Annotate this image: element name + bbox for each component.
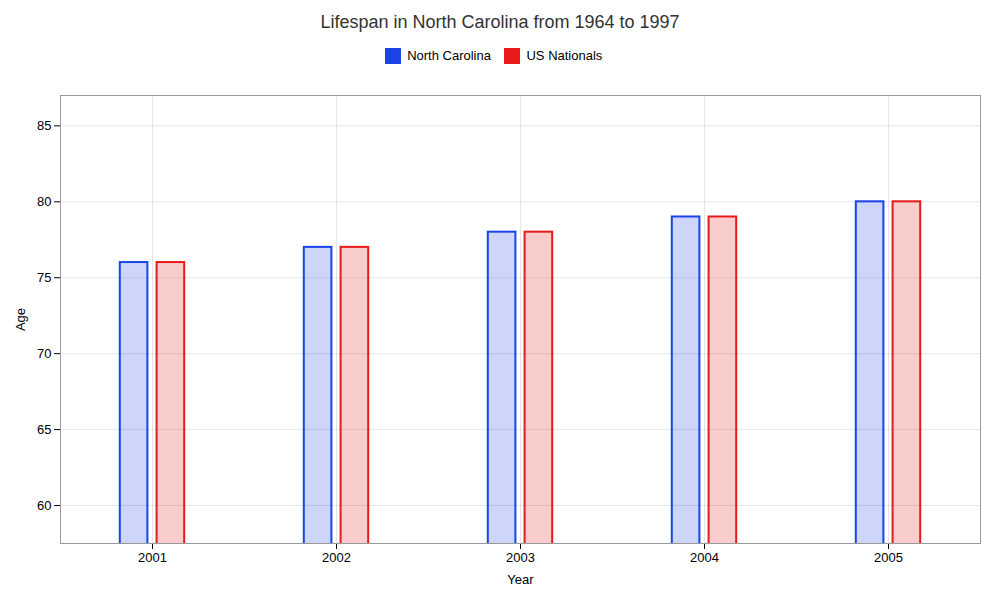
html-text:Lifespan in North Carolina fro: Lifespan in North Carolina from 1964 to … xyxy=(320,12,680,32)
svg-text:Year: Year xyxy=(507,571,534,586)
svg-text:2005: 2005 xyxy=(874,549,903,564)
svg-text:70: 70 xyxy=(37,345,51,360)
svg-text:65: 65 xyxy=(37,421,51,436)
html-text:North Carolina: North Carolina xyxy=(407,48,491,63)
svg-text:2003: 2003 xyxy=(506,549,535,564)
svg-text:80: 80 xyxy=(37,193,51,208)
svg-text:Age: Age xyxy=(13,307,28,330)
svg-text:85: 85 xyxy=(37,118,51,133)
svg-text:2004: 2004 xyxy=(690,549,719,564)
html-text:US Nationals: US Nationals xyxy=(526,48,603,63)
svg-text:2001: 2001 xyxy=(138,549,167,564)
svg-text:60: 60 xyxy=(37,497,51,512)
svg-text:75: 75 xyxy=(37,269,51,284)
svg-text:2002: 2002 xyxy=(322,549,351,564)
